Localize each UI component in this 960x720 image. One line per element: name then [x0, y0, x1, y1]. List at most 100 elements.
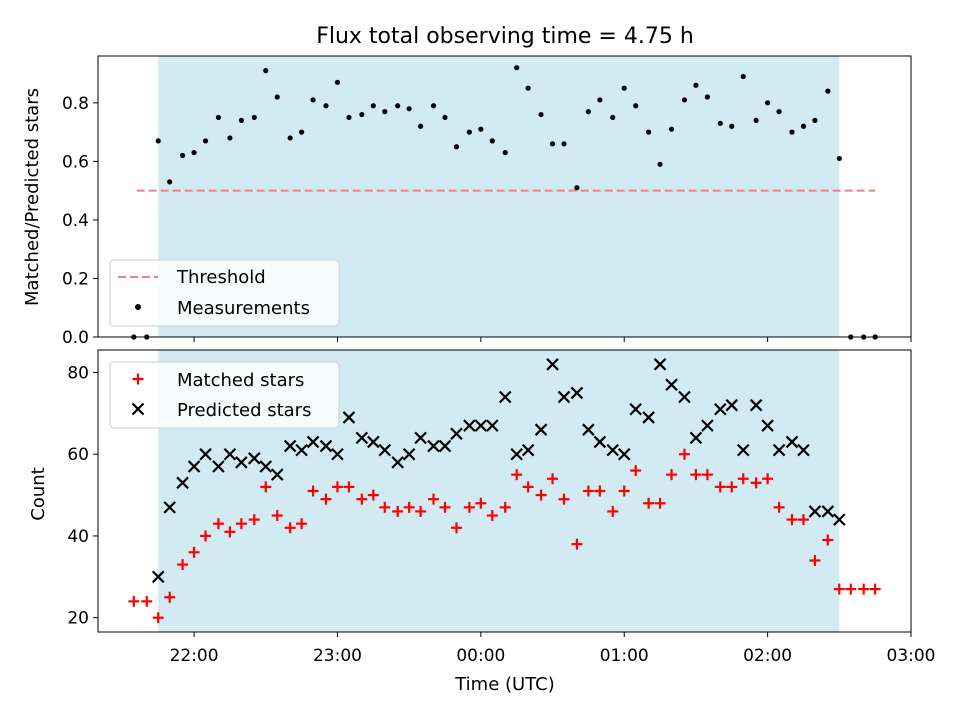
predicted-point — [474, 419, 488, 432]
predicted-point-b — [521, 443, 535, 457]
predicted-point-b — [438, 439, 452, 453]
predicted-point-b — [749, 398, 763, 412]
measurement-point — [800, 123, 807, 129]
measurement-point — [274, 94, 280, 100]
measurement-point — [621, 85, 627, 91]
measurement-point — [610, 114, 616, 121]
predicted-point — [761, 419, 774, 432]
predicted-point — [833, 513, 846, 526]
measurement-point — [812, 117, 818, 123]
predicted-point-b — [367, 435, 380, 449]
measurement-point — [167, 179, 173, 185]
predicted-point-b — [223, 447, 237, 461]
matched-point — [511, 469, 523, 481]
measurement-point — [657, 161, 663, 167]
measurement-point — [334, 79, 341, 85]
matched-point — [522, 481, 534, 493]
predicted-point-b — [821, 505, 835, 518]
predicted-point-b — [427, 439, 440, 453]
measurement-point — [359, 111, 365, 118]
predicted-point-b — [342, 411, 356, 424]
count-axes-frame — [97, 349, 912, 633]
predicted-point-b — [678, 390, 691, 404]
measurement-point — [514, 65, 520, 71]
predicted-point — [701, 419, 714, 432]
measurement-point — [574, 185, 580, 191]
predicted-point — [402, 447, 416, 461]
matched-point — [607, 505, 619, 517]
matched-point — [271, 510, 283, 522]
matched-point — [235, 518, 247, 530]
matched-point — [547, 473, 559, 485]
predicted-point — [808, 505, 822, 518]
predicted-point-b — [617, 447, 631, 461]
measurement-point — [765, 100, 771, 106]
matched-point — [654, 497, 666, 509]
x-tick-label: 00:00 — [456, 646, 505, 666]
matched-point — [152, 612, 164, 624]
predicted-point — [176, 476, 189, 490]
matched-point — [428, 493, 440, 505]
predicted-point — [270, 468, 284, 481]
measurement-point — [215, 114, 222, 121]
predicted-point-b — [785, 435, 799, 449]
legend-measurements-label: Measurements — [177, 298, 310, 319]
matched-point — [200, 530, 212, 542]
predicted-point — [319, 439, 333, 453]
measurement-point — [310, 97, 316, 103]
predicted-point-b — [833, 513, 846, 526]
matched-point — [128, 595, 140, 607]
predicted-point-b — [665, 378, 678, 392]
count-legend-box — [109, 361, 340, 429]
predicted-point-b — [593, 435, 607, 449]
matched-point — [845, 583, 857, 595]
predicted-point — [593, 435, 607, 449]
predicted-point-b — [498, 390, 512, 404]
matched-point — [320, 493, 332, 505]
measurement-point — [740, 73, 746, 80]
measurement-point — [561, 141, 567, 147]
predicted-point-b — [582, 423, 595, 436]
legend-predicted-swatch — [131, 402, 145, 416]
matched-point — [630, 465, 642, 477]
predicted-point — [259, 460, 273, 473]
measurement-point — [155, 138, 161, 144]
predicted-point — [367, 435, 380, 449]
legend-x-marker — [131, 402, 145, 416]
measurement-point — [287, 135, 293, 141]
matched-point — [260, 481, 272, 493]
matched-point — [188, 546, 200, 558]
measurement-point — [789, 129, 795, 135]
predicted-point-b — [306, 435, 320, 449]
predicted-point — [151, 570, 165, 584]
predicted-point-b — [402, 447, 416, 461]
predicted-point — [689, 431, 703, 445]
x-axis-label: Time (UTC) — [454, 674, 555, 695]
predicted-point-b — [463, 419, 476, 432]
measurement-point — [597, 97, 603, 103]
matched-point — [535, 489, 547, 501]
predicted-point-b — [331, 447, 344, 461]
predicted-point — [355, 431, 369, 445]
predicted-point-b — [248, 452, 261, 465]
predicted-point-b — [355, 431, 369, 445]
measurement-points — [131, 65, 878, 340]
measurement-point — [406, 106, 412, 112]
legend-matched-swatch — [132, 373, 144, 385]
predicted-point — [534, 423, 548, 436]
x-tick-label: 03:00 — [887, 646, 936, 666]
x-tick-label: 02:00 — [743, 646, 792, 666]
measurement-point — [478, 126, 484, 132]
matched-point — [869, 583, 881, 595]
ratio-axes-frame — [97, 55, 912, 338]
count-y-axis-label: Count — [28, 467, 49, 520]
matched-point — [379, 501, 391, 513]
measurement-point — [693, 82, 699, 88]
predicted-point-b — [319, 439, 333, 453]
matched-point — [558, 493, 570, 505]
measurement-point — [179, 152, 186, 159]
measurement-point — [585, 109, 591, 115]
measurement-point — [466, 129, 472, 135]
